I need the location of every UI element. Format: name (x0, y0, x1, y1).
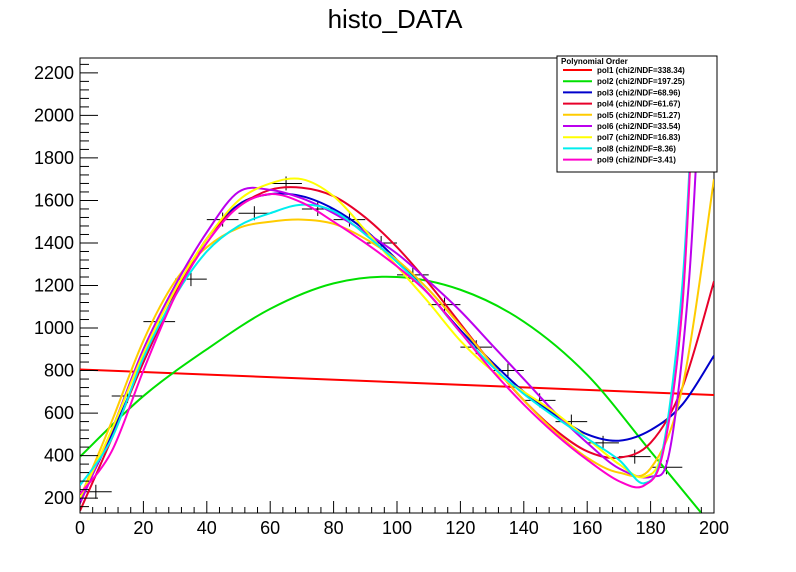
x-tick-label: 0 (75, 518, 85, 538)
fit-curve-1 (80, 368, 714, 396)
y-tick-label: 200 (44, 488, 74, 508)
legend-label: pol3 (chi2/NDF=68.96) (597, 88, 681, 97)
fit-curve-9 (80, 58, 696, 495)
legend-entry: pol7 (chi2/NDF=16.83) (563, 133, 681, 142)
legend-entry: pol6 (chi2/NDF=33.54) (563, 122, 681, 131)
fit-curves-group (80, 58, 714, 513)
axes-group: 0 20 40 60 80 100 120 140 160 180 200 200 400 600 800 1… (34, 63, 729, 538)
chart-title: histo_DATA (328, 4, 464, 34)
y-tick-label: 2000 (34, 105, 74, 125)
legend-label: pol4 (chi2/NDF=61.67) (597, 100, 681, 109)
x-tick-label: 40 (197, 518, 217, 538)
legend-label: pol6 (chi2/NDF=33.54) (597, 122, 681, 131)
legend-entry: pol4 (chi2/NDF=61.67) (563, 100, 681, 109)
fit-curve-6 (80, 58, 703, 504)
x-tick-label: 140 (509, 518, 539, 538)
y-tick-label: 800 (44, 361, 74, 381)
x-tick-label: 200 (699, 518, 729, 538)
legend-title: Polynomial Order (561, 57, 628, 66)
y-tick-label: 1000 (34, 318, 74, 338)
y-tick-label: 1200 (34, 276, 74, 296)
x-tick-label: 120 (445, 518, 475, 538)
x-tick-label: 160 (572, 518, 602, 538)
legend-label: pol7 (chi2/NDF=16.83) (597, 133, 681, 142)
legend-entry: pol3 (chi2/NDF=68.96) (563, 88, 681, 97)
x-tick-label: 60 (260, 518, 280, 538)
legend-entry: pol2 (chi2/NDF=197.25) (563, 77, 685, 86)
x-tick-label: 100 (382, 518, 412, 538)
x-tick-label: 180 (636, 518, 666, 538)
y-tick-label: 2200 (34, 63, 74, 83)
legend-label: pol9 (chi2/NDF=3.41) (597, 156, 676, 165)
x-tick-label: 20 (133, 518, 153, 538)
legend: Polynomial Order pol1 (chi2/NDF=338.34) p… (556, 55, 718, 173)
x-tick-label: 80 (324, 518, 344, 538)
fit-curve-2 (80, 275, 703, 513)
legend-entry: pol1 (chi2/NDF=338.34) (563, 66, 685, 75)
fit-curve-3 (80, 192, 714, 501)
fit-curve-7 (80, 58, 696, 499)
y-tick-label: 1800 (34, 148, 74, 168)
legend-entry: pol8 (chi2/NDF=8.36) (563, 144, 676, 153)
y-tick-label: 400 (44, 446, 74, 466)
legend-label: pol2 (chi2/NDF=197.25) (597, 77, 685, 86)
legend-label: pol5 (chi2/NDF=51.27) (597, 111, 681, 120)
y-tick-label: 1600 (34, 190, 74, 210)
legend-label: pol8 (chi2/NDF=8.36) (597, 144, 676, 153)
legend-entry: pol5 (chi2/NDF=51.27) (563, 111, 681, 120)
y-tick-label: 1400 (34, 233, 74, 253)
fit-curve-5 (80, 179, 714, 499)
legend-entry: pol9 (chi2/NDF=3.41) (563, 156, 676, 165)
legend-label: pol1 (chi2/NDF=338.34) (597, 66, 685, 75)
fit-curve-4 (80, 186, 714, 512)
y-tick-label: 600 (44, 403, 74, 423)
